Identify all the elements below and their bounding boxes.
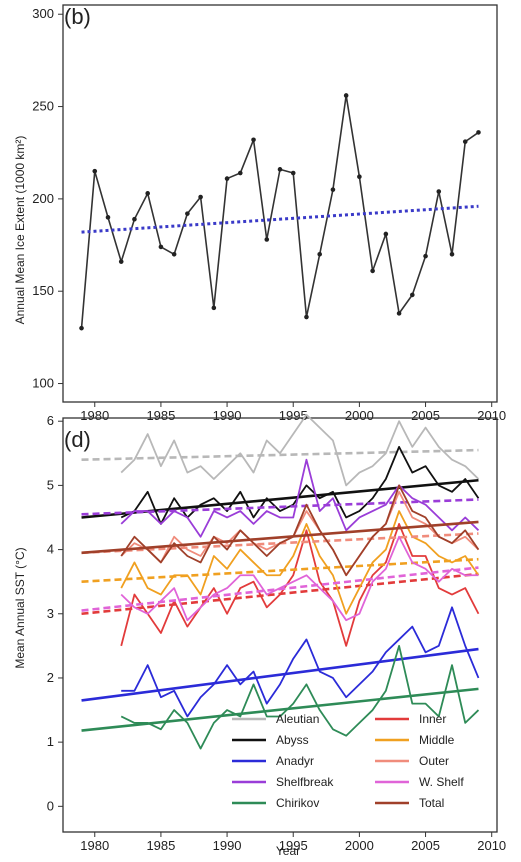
y-tick-label: 100 bbox=[32, 376, 54, 391]
x-tick-label: 2010 bbox=[477, 408, 506, 423]
ice-extent-point bbox=[158, 244, 164, 250]
y-tick-label: 3 bbox=[47, 606, 54, 621]
total-trend-line bbox=[81, 520, 479, 555]
legend-label: Outer bbox=[419, 754, 449, 768]
y-tick-label: 250 bbox=[32, 99, 54, 114]
x-tick-label: 2000 bbox=[345, 838, 374, 853]
ice-extent-point bbox=[436, 189, 442, 194]
aleutian-trend-line bbox=[81, 448, 479, 462]
ice-extent-point bbox=[317, 251, 322, 257]
ice-extent-point bbox=[198, 194, 203, 200]
x-tick-label: 1995 bbox=[279, 838, 308, 853]
panel-b-label: (b) bbox=[64, 4, 91, 29]
x-tick-label: 1980 bbox=[80, 408, 109, 423]
y-tick-label: 200 bbox=[32, 191, 54, 206]
ice-extent-point bbox=[224, 176, 230, 181]
ice-extent-point bbox=[357, 174, 362, 180]
y-tick-label: 5 bbox=[47, 477, 54, 492]
ice-extent-point bbox=[476, 130, 481, 135]
ice-extent-point bbox=[171, 251, 177, 257]
legend-label: Inner bbox=[419, 712, 446, 726]
ice-extent-point bbox=[410, 292, 415, 298]
x-tick-label: 1995 bbox=[279, 408, 308, 423]
middle-line bbox=[120, 510, 480, 615]
ice-extent-point bbox=[92, 168, 98, 174]
ice-extent-panel: 1980 1985 1990 1995 2000 2005 2010 100 150 200 250… bbox=[13, 4, 506, 423]
ice-extent-line bbox=[80, 94, 479, 329]
ice-extent-point bbox=[105, 215, 111, 220]
sst-plot-area: 1980 1985 1990 1995 2000 2005 2010 0 1 2 3 4 5 6 bbox=[47, 413, 506, 853]
ice-extent-point bbox=[290, 170, 296, 176]
x-tick-label: 1990 bbox=[213, 408, 242, 423]
ice-extent-trend-line bbox=[81, 204, 479, 234]
y-tick-label: 6 bbox=[47, 413, 54, 428]
ice-extent-point bbox=[370, 268, 375, 274]
y-tick-label: 0 bbox=[47, 798, 54, 813]
y-tick-label: 4 bbox=[47, 542, 54, 557]
legend-label: Aleutian bbox=[276, 712, 319, 726]
ice-extent-point bbox=[185, 211, 190, 216]
legend-label: Shelfbreak bbox=[276, 775, 334, 789]
x-tick-label: 1985 bbox=[146, 408, 175, 423]
w-shelf-line bbox=[120, 535, 479, 622]
ice-extent-point bbox=[304, 314, 309, 320]
chirikov-line bbox=[120, 644, 480, 750]
legend-label: Middle bbox=[419, 733, 455, 747]
legend-label: Chirikov bbox=[276, 796, 319, 810]
x-axis-label: Year bbox=[276, 844, 300, 858]
legend-label: W. Shelf bbox=[419, 775, 464, 789]
y-tick-label: 150 bbox=[32, 283, 54, 298]
ice-extent-point bbox=[423, 253, 428, 259]
y-tick-label: 2 bbox=[47, 670, 54, 685]
y-tick-label: 300 bbox=[32, 6, 54, 21]
anadyr-trend-line bbox=[81, 647, 479, 702]
legend: Aleutian Abyss Anadyr Shelfbreak Chirikov Inn… bbox=[232, 712, 464, 810]
x-tick-label: 2010 bbox=[477, 838, 506, 853]
ice-extent-point bbox=[145, 191, 150, 196]
inner-line bbox=[120, 523, 480, 647]
aleutian-line bbox=[120, 413, 480, 487]
ice-extent-point bbox=[264, 237, 270, 242]
x-tick-label: 1980 bbox=[80, 838, 109, 853]
plot-frame bbox=[62, 417, 498, 833]
total-line bbox=[120, 484, 480, 577]
abyss-line bbox=[120, 445, 480, 525]
x-tick-label: 2005 bbox=[411, 408, 440, 423]
ice-extent-point bbox=[132, 216, 137, 222]
sst-y-axis-label: Mean Annual SST (°C) bbox=[13, 547, 27, 668]
panel-d-label: (d) bbox=[64, 427, 91, 452]
x-tick-label: 1990 bbox=[213, 838, 242, 853]
ice-extent-point bbox=[383, 231, 389, 237]
legend-label: Abyss bbox=[276, 733, 309, 747]
plot-frame bbox=[62, 4, 498, 403]
middle-trend-line bbox=[81, 557, 479, 583]
ice-extent-y-axis-label: Annual Mean Ice Extent (1000 km²) bbox=[13, 136, 27, 325]
shelfbreak-line bbox=[120, 458, 480, 538]
ice-extent-point bbox=[277, 167, 283, 172]
ice-extent-plot-area: 1980 1985 1990 1995 2000 2005 2010 100 150 200 250… bbox=[32, 4, 506, 423]
x-tick-label: 2000 bbox=[345, 408, 374, 423]
ice-extent-point bbox=[330, 187, 336, 192]
ice-extent-point bbox=[343, 93, 349, 98]
legend-label: Anadyr bbox=[276, 754, 314, 768]
ice-extent-point bbox=[79, 325, 84, 331]
y-tick-label: 1 bbox=[47, 734, 54, 749]
ice-extent-point bbox=[462, 139, 468, 144]
ice-extent-point bbox=[396, 311, 402, 316]
legend-label: Total bbox=[419, 796, 444, 810]
outer-line bbox=[120, 490, 480, 577]
x-tick-label: 1985 bbox=[146, 838, 175, 853]
ice-extent-point bbox=[211, 305, 217, 311]
ice-extent-point bbox=[238, 170, 243, 176]
ice-extent-point bbox=[251, 137, 256, 143]
x-tick-label: 2005 bbox=[411, 838, 440, 853]
anadyr-line bbox=[121, 606, 480, 718]
ice-extent-point bbox=[449, 251, 455, 257]
ice-extent-point bbox=[118, 259, 124, 264]
